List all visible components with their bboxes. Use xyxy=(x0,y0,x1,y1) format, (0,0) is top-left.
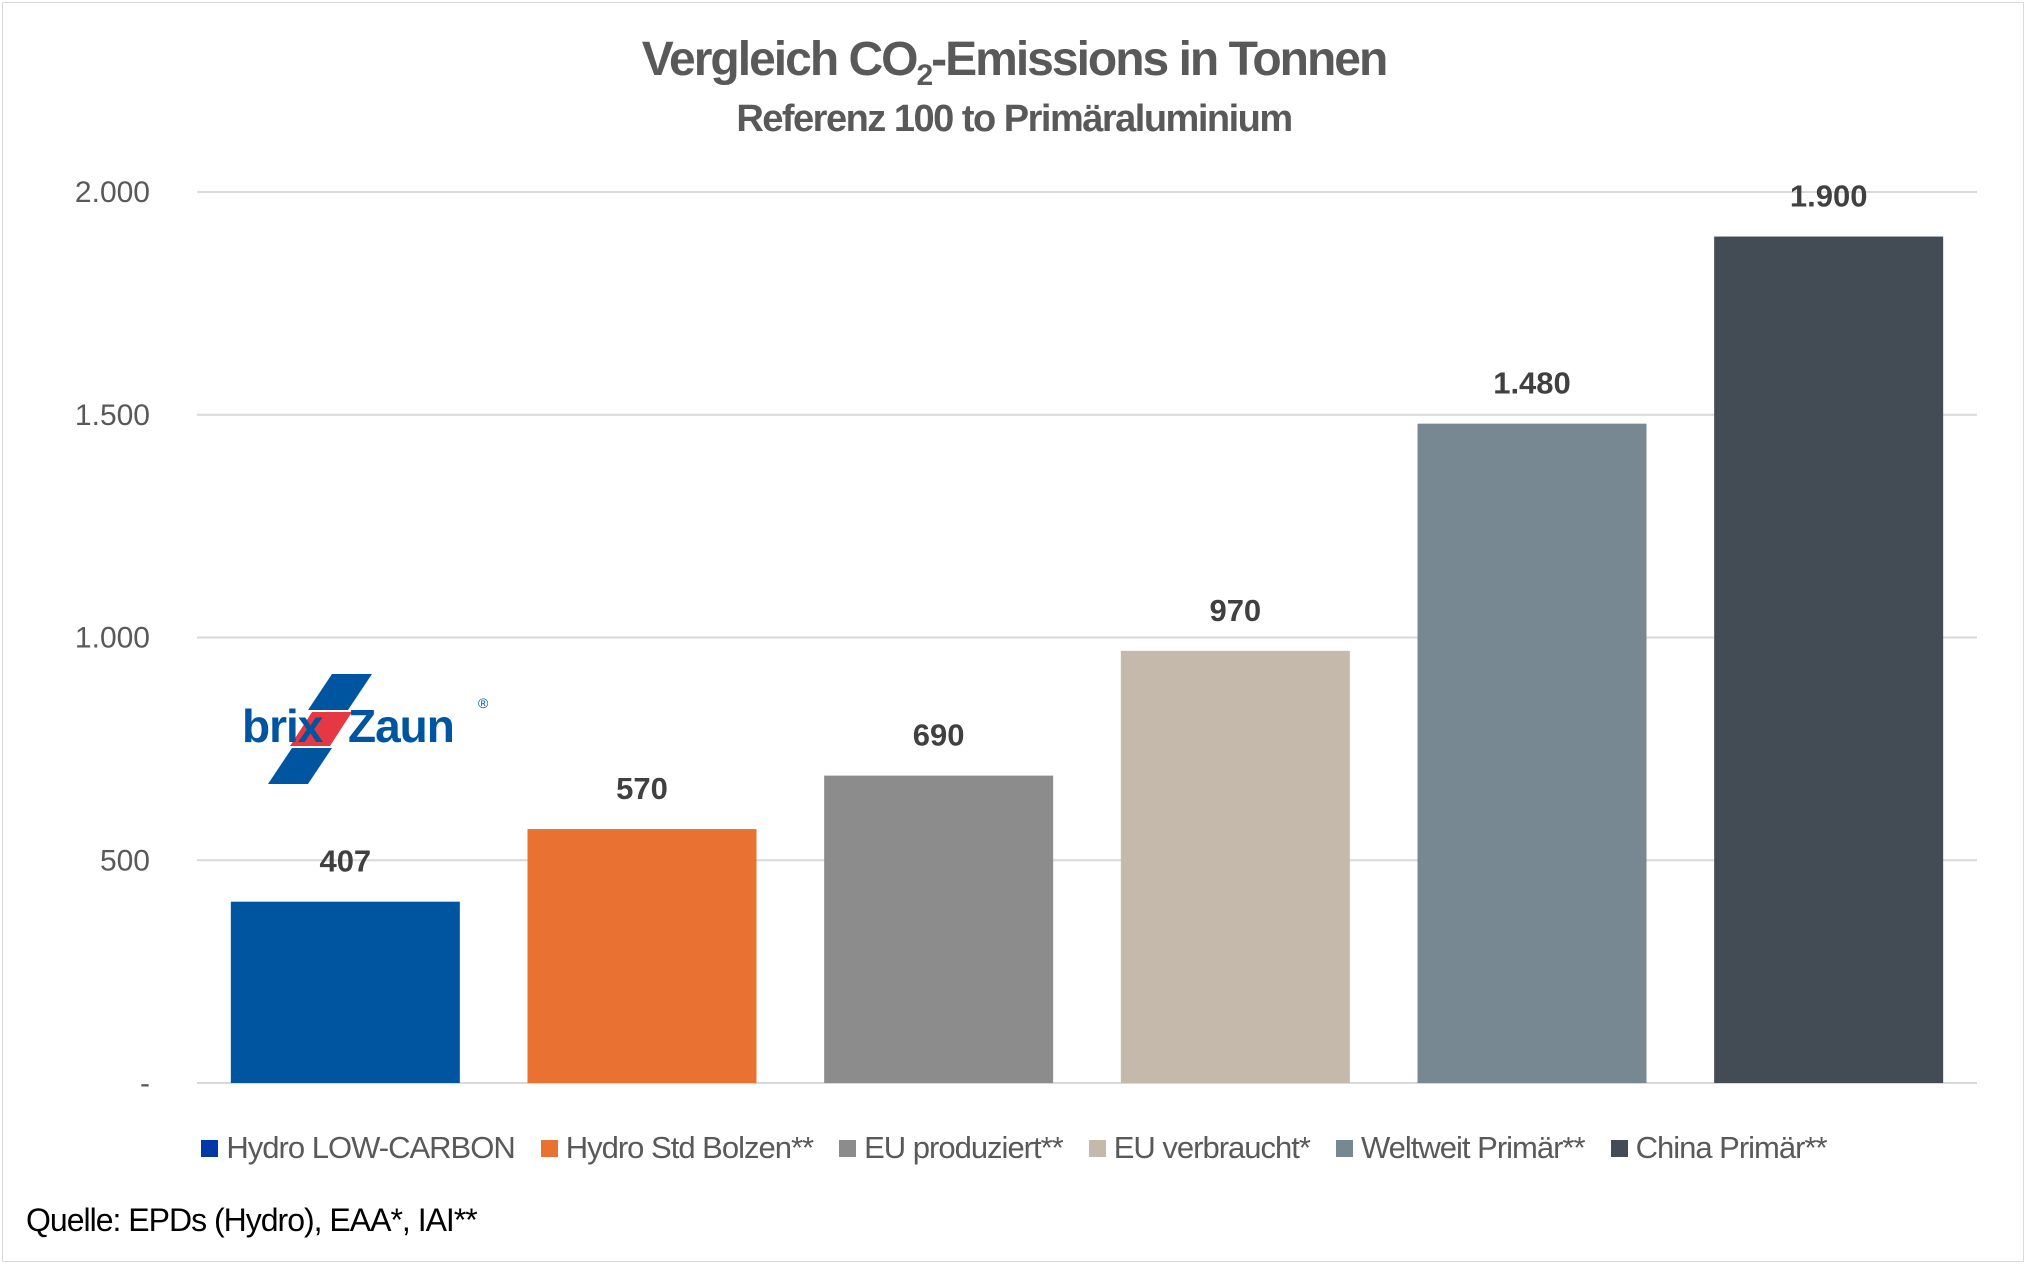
source-note: Quelle: EPDs (Hydro), EAA*, IAI** xyxy=(26,1202,478,1238)
data-label: 570 xyxy=(616,771,668,806)
legend-item: Hydro Std Bolzen** xyxy=(540,1130,814,1166)
bar-4 xyxy=(1120,650,1350,1083)
legend-swatch xyxy=(839,1139,857,1157)
data-label: 407 xyxy=(319,844,371,879)
svg-text:brix: brix xyxy=(242,700,324,752)
bar-3 xyxy=(824,775,1054,1083)
data-label: 970 xyxy=(1209,593,1261,628)
data-label: 1.900 xyxy=(1790,179,1868,214)
legend-swatch xyxy=(201,1139,219,1157)
chart-title: Vergleich CO2-Emissions in Tonnen xyxy=(641,33,1389,92)
bar-1 xyxy=(230,901,460,1083)
legend-swatch xyxy=(540,1139,558,1157)
y-tick-label: 1.500 xyxy=(75,399,150,432)
y-tick-label: - xyxy=(140,1067,150,1100)
y-tick-label: 500 xyxy=(100,844,150,877)
legend-item: China Primär** xyxy=(1610,1130,1828,1166)
legend-swatch xyxy=(1610,1139,1628,1157)
y-tick-label: 1.000 xyxy=(75,622,150,655)
data-label: 1.480 xyxy=(1493,366,1571,401)
legend-label: Hydro Std Bolzen** xyxy=(565,1130,814,1165)
bar-2 xyxy=(527,829,757,1083)
legend-swatch xyxy=(1088,1139,1106,1157)
chart-subtitle: Referenz 100 to Primäraluminium xyxy=(736,98,1293,140)
legend-item: Weltweit Primär** xyxy=(1335,1130,1586,1166)
svg-text:®: ® xyxy=(478,695,489,711)
data-label: 690 xyxy=(913,718,965,753)
svg-text:Zaun: Zaun xyxy=(348,700,454,752)
chart-legend: Hydro LOW-CARBON Hydro Std Bolzen** EU pro… xyxy=(0,1130,2028,1166)
bar-6 xyxy=(1714,236,1944,1084)
y-tick-label: 2.000 xyxy=(75,176,150,209)
legend-label: EU verbraucht* xyxy=(1113,1130,1311,1165)
bar-5 xyxy=(1417,423,1647,1083)
legend-item: EU verbraucht* xyxy=(1088,1130,1311,1166)
legend-swatch xyxy=(1335,1139,1353,1157)
legend-label: China Primär** xyxy=(1635,1130,1828,1165)
brix-zaun-logo: brix Zaun ® xyxy=(242,674,489,784)
legend-item: EU produziert** xyxy=(839,1130,1064,1166)
legend-item: Hydro LOW-CARBON xyxy=(201,1130,516,1166)
legend-label: Weltweit Primär** xyxy=(1360,1130,1586,1165)
legend-label: Hydro LOW-CARBON xyxy=(226,1130,515,1165)
legend-label: EU produziert** xyxy=(864,1130,1064,1165)
